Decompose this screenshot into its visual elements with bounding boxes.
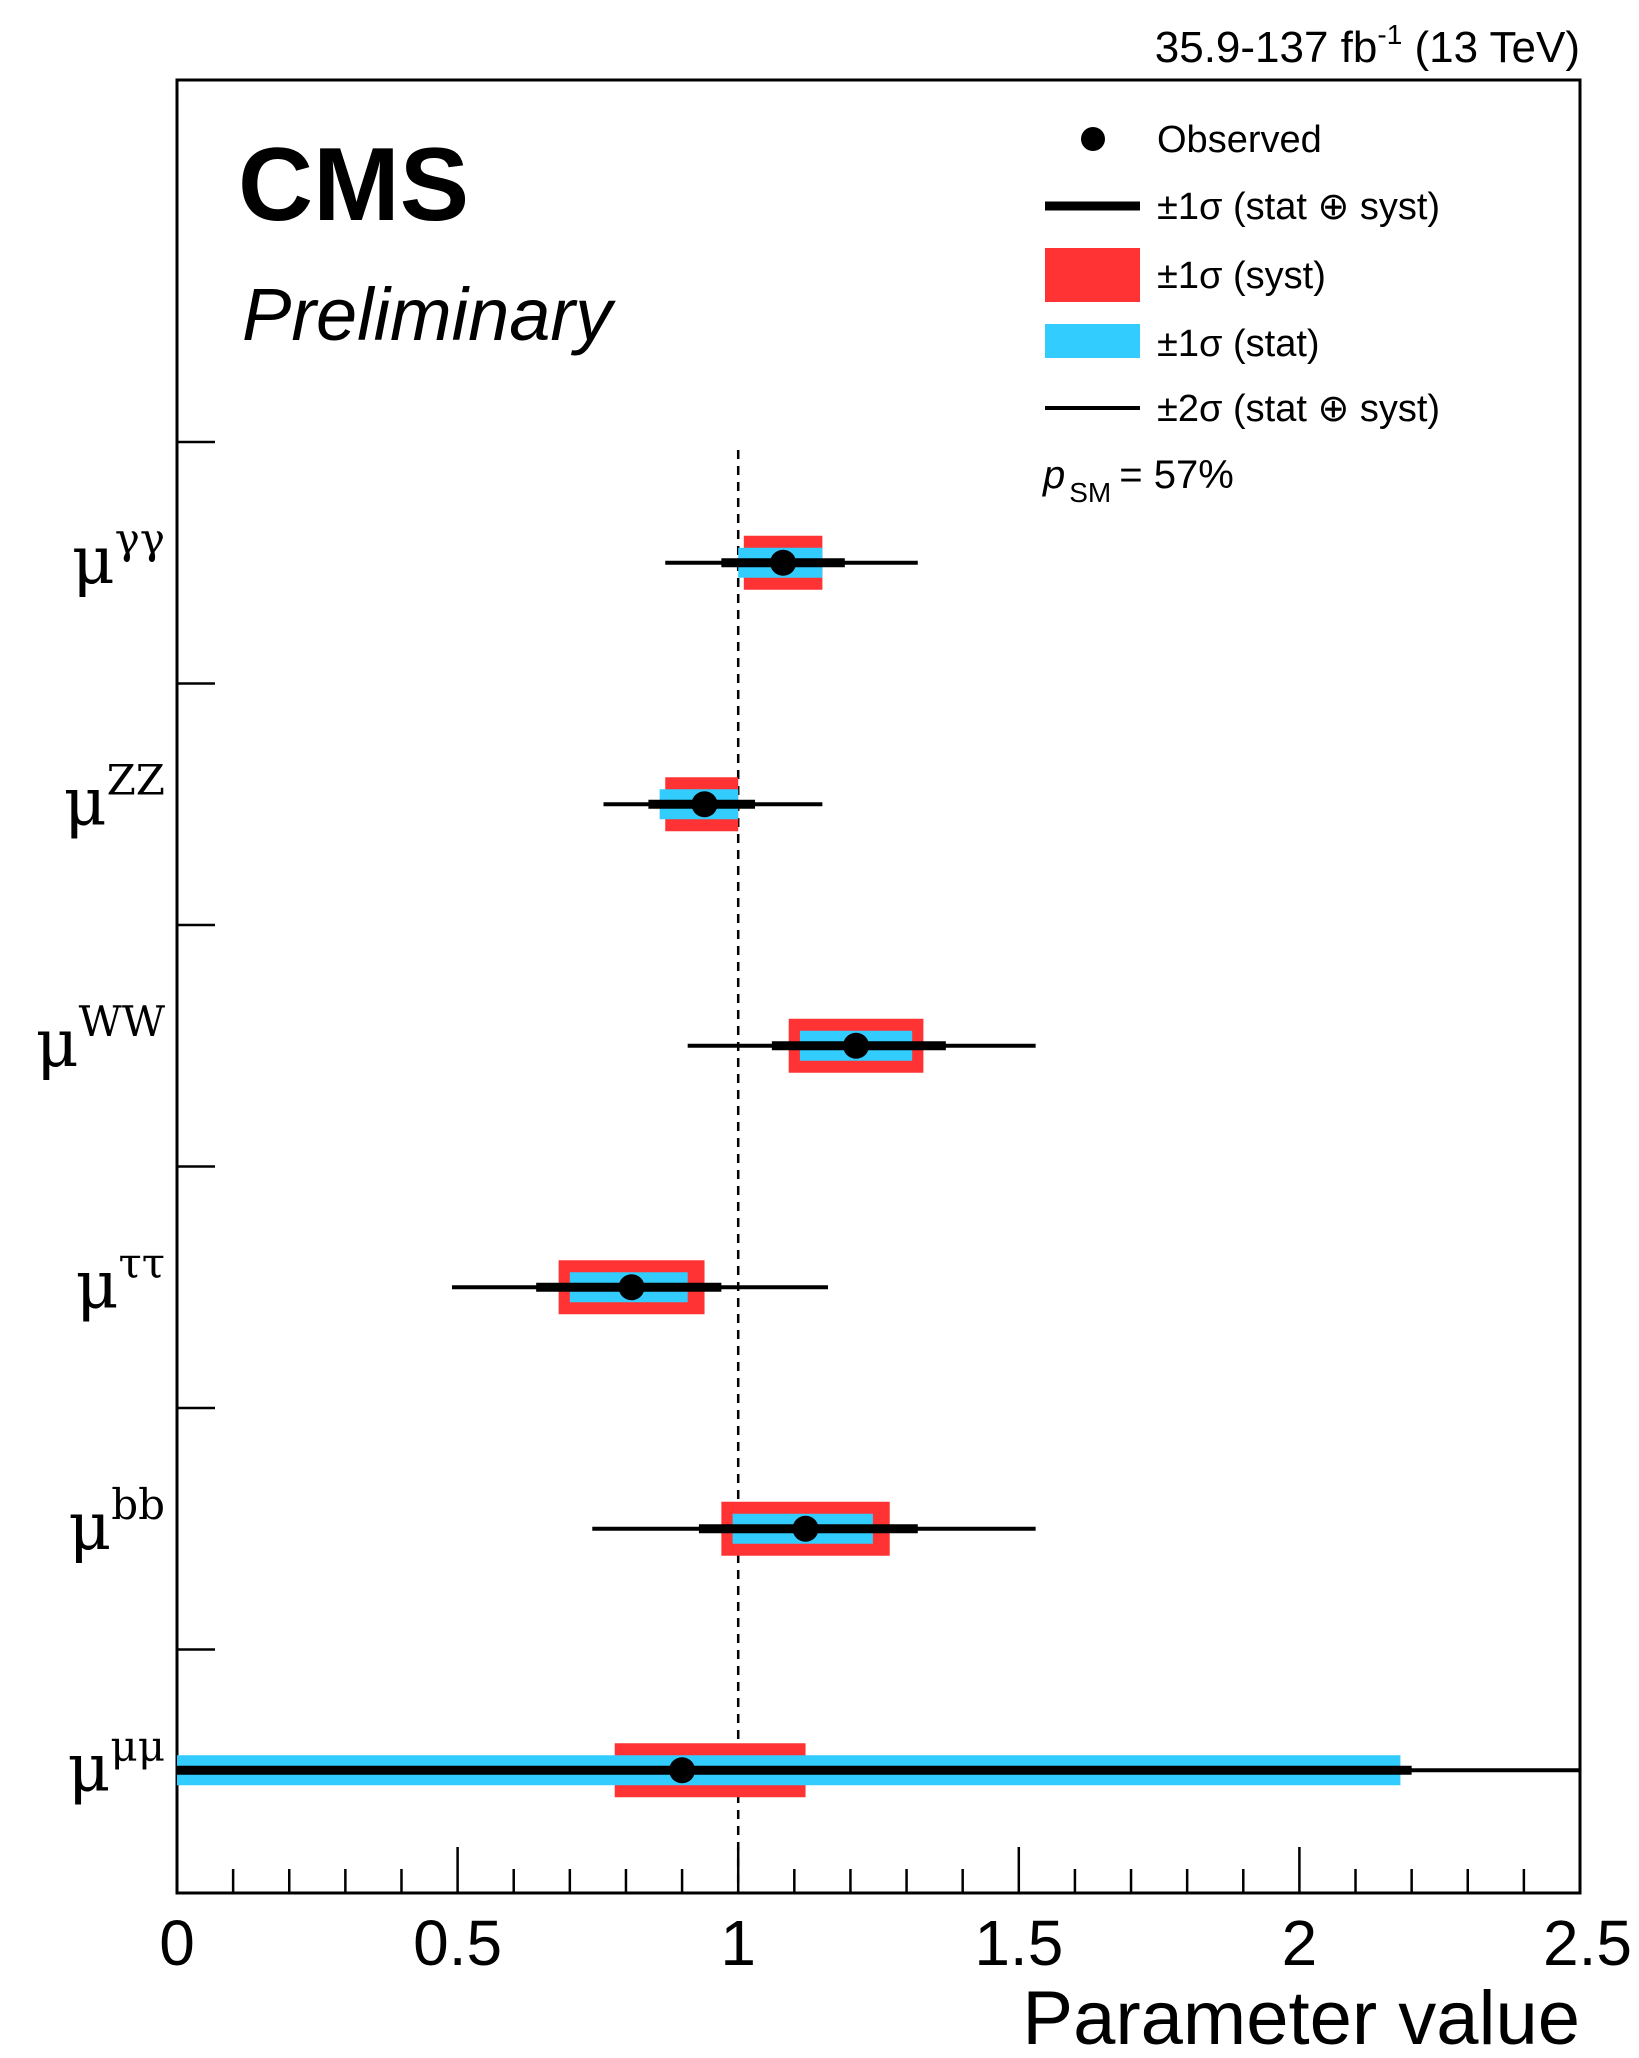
legend-observed-marker: [1081, 127, 1105, 151]
observed-point: [792, 1515, 819, 1542]
parameter-label: μbb: [68, 1480, 165, 1565]
x-tick-label: 0.5: [413, 1907, 502, 1979]
x-axis: 0 0.5 1 1.5 2 2.5: [159, 1847, 1632, 1979]
cms-label: CMS: [238, 127, 469, 243]
observed-point: [691, 791, 718, 818]
legend-syst-box: [1045, 248, 1140, 302]
x-tick-label: 2.5: [1543, 1907, 1632, 1979]
x-tick-label: 2: [1282, 1907, 1318, 1979]
parameter-label: μWW: [36, 997, 166, 1082]
x-tick-label: 1: [720, 1907, 756, 1979]
parameter-label: μμμ: [68, 1721, 166, 1806]
x-tick-label: 0: [159, 1907, 195, 1979]
parameter-label: μZZ: [64, 755, 165, 840]
observed-point: [770, 549, 797, 576]
plot-frame: [175, 78, 1582, 1895]
observed-point: [843, 1032, 870, 1059]
parameter-label: μττ: [76, 1238, 165, 1323]
x-tick-label: 1.5: [974, 1907, 1063, 1979]
psm-label: p SM = 57%: [1042, 453, 1234, 508]
legend: Observed ±1σ (stat ⊕ syst) ±1σ (syst) ±1…: [1042, 119, 1440, 508]
legend-label-syst1: ±1σ (syst): [1157, 255, 1326, 297]
legend-label-tot1: ±1σ (stat ⊕ syst): [1157, 186, 1440, 228]
parameter-labels: μγγ μZZ μWW μττ μbb μμμ: [36, 514, 166, 1807]
legend-label-observed: Observed: [1157, 119, 1322, 161]
y-axis-ticks: [177, 440, 215, 1651]
preliminary-label: Preliminary: [242, 273, 616, 356]
legend-label-tot2: ±2σ (stat ⊕ syst): [1157, 388, 1440, 430]
observed-point: [618, 1274, 645, 1301]
legend-label-stat1: ±1σ (stat): [1157, 323, 1320, 365]
data-marks: [177, 535, 1580, 1798]
legend-stat-box: [1045, 324, 1140, 358]
observed-point: [669, 1757, 696, 1784]
x-axis-title: Parameter value: [1022, 1976, 1580, 2058]
lumi-label: 35.9-137 fb-1 (13 TeV): [1155, 19, 1580, 72]
parameter-label: μγγ: [72, 514, 165, 599]
